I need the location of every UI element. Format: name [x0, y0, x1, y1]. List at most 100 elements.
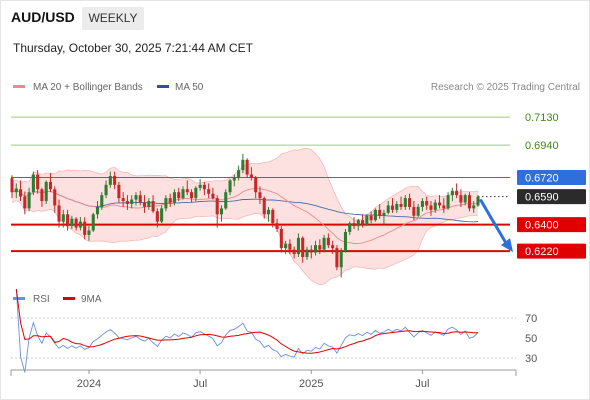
candle-body	[258, 192, 262, 199]
candle-body	[202, 184, 206, 190]
candle-body	[61, 214, 65, 222]
candle-body	[57, 205, 61, 222]
level-label-box-5	[517, 243, 586, 259]
candle-body	[130, 199, 134, 204]
candle-body	[373, 209, 377, 221]
candle-body	[279, 229, 283, 249]
price-legend: MA 20 + Bollinger Bands MA 50 Research ©…	[13, 82, 580, 93]
candle-body	[442, 205, 446, 209]
candle-body	[352, 223, 356, 227]
candles	[10, 153, 480, 278]
time-axis: 2024 Jul 2025 Jul	[10, 369, 517, 390]
candle-body	[100, 195, 104, 207]
candle-body	[168, 198, 172, 203]
bollinger-upper-line	[11, 147, 479, 221]
candle-body	[215, 198, 219, 215]
rsi-tick-2: 30	[525, 353, 537, 365]
candle-body	[14, 188, 18, 193]
candle-body	[331, 245, 335, 249]
candle-body	[125, 201, 129, 204]
candle-body	[164, 198, 168, 209]
candle-body	[335, 248, 339, 268]
candle-body	[275, 223, 279, 230]
legend-label-9ma: 9MA	[81, 294, 102, 305]
rsi-tick-0: 70	[525, 313, 537, 325]
candle-body	[433, 202, 437, 210]
candle-body	[314, 245, 318, 253]
candle-body	[211, 193, 215, 199]
candle-body	[463, 195, 467, 203]
level-label-box-2	[517, 169, 586, 185]
candle-body	[266, 209, 271, 215]
candle-body	[420, 201, 424, 207]
x-tick-label-3: Jul	[415, 378, 429, 390]
candle-body	[207, 189, 211, 194]
rsi-legend: RSI 9MA	[13, 294, 102, 305]
level-label-2: 0.6720	[525, 172, 559, 184]
candle-body	[104, 184, 108, 196]
candle-body	[361, 220, 365, 225]
candle-body	[318, 245, 322, 250]
legend-label-rsi: RSI	[33, 294, 50, 305]
candle-body	[425, 201, 429, 206]
candle-body	[296, 237, 300, 255]
candle-body	[147, 201, 151, 207]
level-label-3: 0.6590	[525, 192, 559, 204]
level-label-4: 0.6400	[525, 220, 559, 232]
candle-body	[429, 205, 433, 210]
candle-body	[53, 189, 57, 206]
legend-swatch-9ma	[63, 297, 75, 300]
candle-body	[134, 195, 138, 200]
candle-body	[172, 192, 176, 203]
candle-body	[198, 184, 202, 188]
candle-body	[151, 201, 155, 212]
timestamp: Thursday, October 30, 2025 7:21:44 AM CE…	[13, 41, 253, 55]
rsi-line	[15, 288, 479, 373]
level-label-box-3	[517, 189, 586, 205]
candle-body	[467, 195, 471, 209]
candle-body	[301, 237, 305, 257]
moving-averages	[11, 188, 479, 244]
candle-body	[382, 212, 386, 216]
legend-label-ma50: MA 50	[175, 82, 204, 93]
candle-body	[117, 184, 121, 199]
candle-body	[369, 215, 373, 221]
candle-body	[348, 223, 352, 232]
candle-body	[36, 174, 40, 190]
candle-body	[245, 159, 249, 175]
candle-body	[326, 237, 330, 246]
level-labels: 0.7130 0.6940 0.6720 0.6590 0.6400 0.6220	[517, 112, 586, 259]
legend-swatch-rsi	[13, 297, 25, 300]
candle-body	[416, 206, 420, 216]
candle-body	[262, 198, 266, 215]
legend-swatch-ma50	[157, 85, 169, 88]
rsi-tick-1: 50	[525, 333, 537, 345]
candle-body	[83, 221, 87, 235]
candle-body	[403, 198, 407, 207]
candle-body	[472, 205, 476, 209]
candle-body	[249, 174, 253, 178]
level-lines	[11, 116, 510, 253]
candle-body	[27, 192, 31, 209]
candle-body	[322, 237, 326, 250]
candle-body	[138, 195, 142, 203]
legend-swatch-bollinger	[13, 85, 25, 88]
forecast-arrow	[479, 199, 513, 253]
level-label-box-4	[517, 217, 586, 233]
candle-body	[66, 214, 70, 227]
timeframe-button[interactable]: WEEKLY	[82, 7, 144, 30]
candle-body	[10, 178, 14, 193]
candle-body	[78, 221, 82, 228]
candle-body	[378, 209, 382, 216]
candle-body	[476, 196, 480, 206]
candle-body	[185, 189, 189, 193]
candle-body	[74, 218, 78, 228]
candle-body	[31, 174, 35, 193]
candle-body	[408, 198, 412, 207]
candle-body	[241, 159, 245, 171]
candle-body	[399, 203, 403, 207]
candle-body	[343, 231, 348, 252]
candle-body	[70, 218, 74, 227]
candle-body	[390, 205, 395, 210]
candle-body	[219, 208, 224, 215]
